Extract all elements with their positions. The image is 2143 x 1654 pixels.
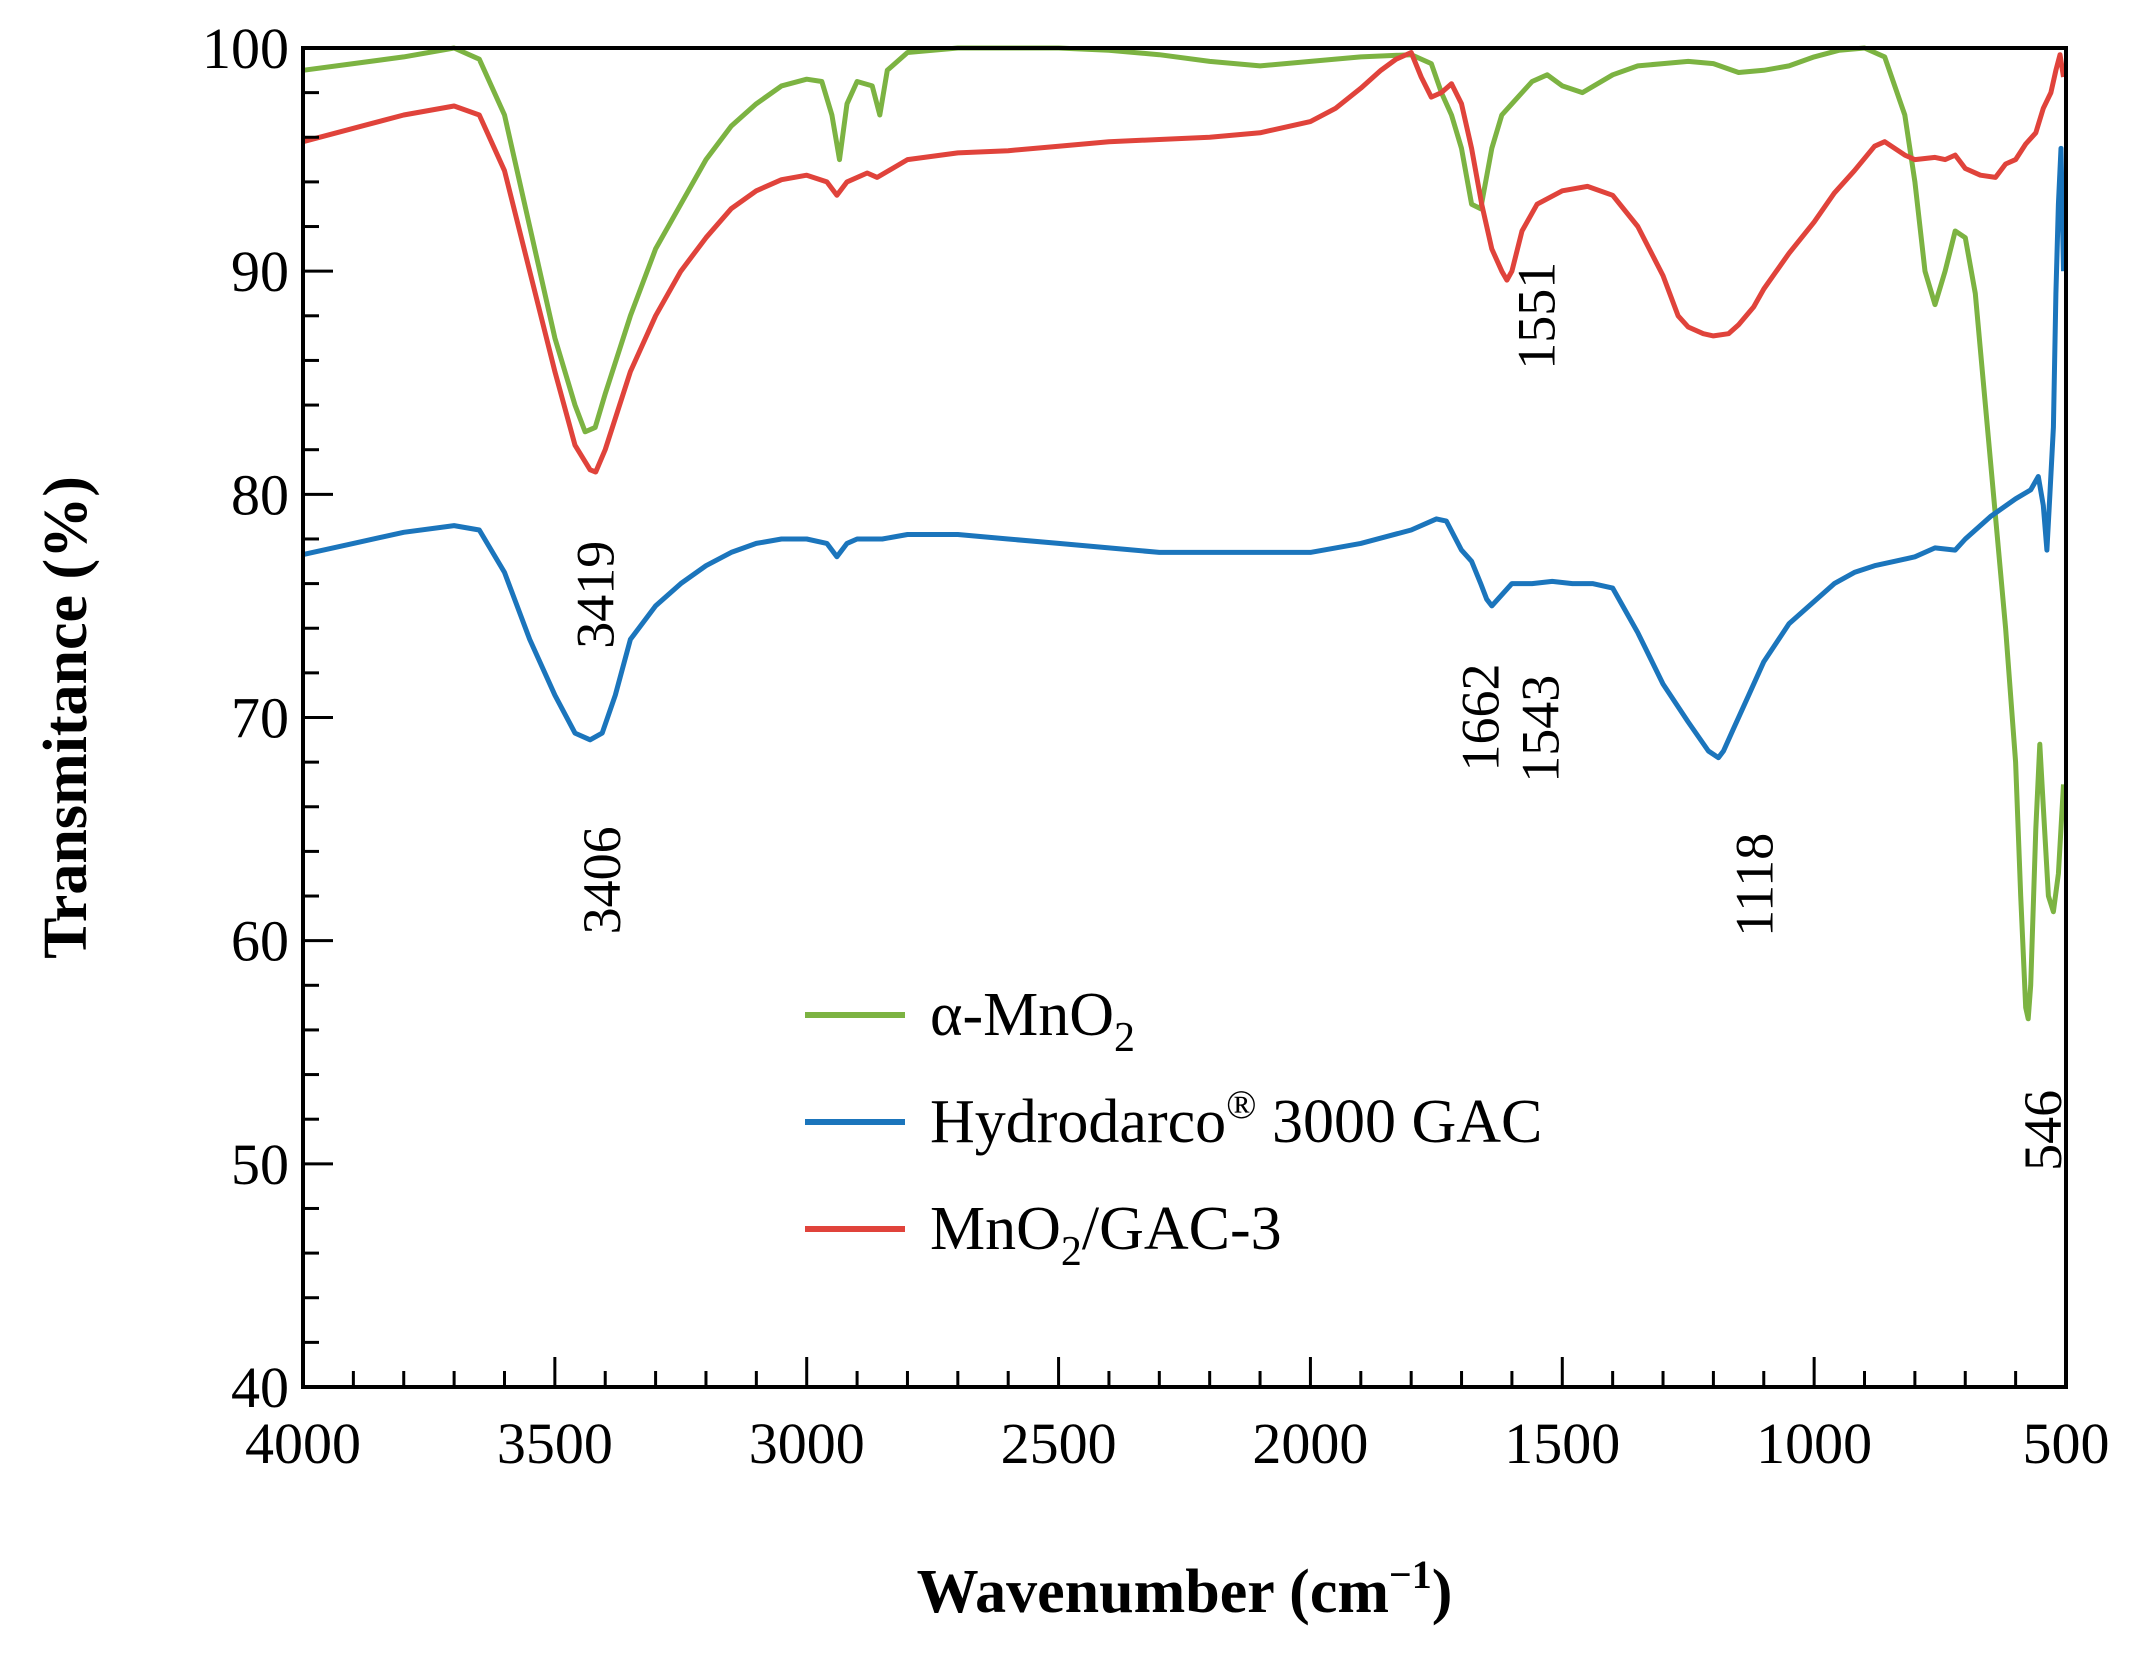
x-tick-label: 3500 bbox=[497, 1411, 613, 1476]
legend-label-1: Hydrodarco® 3000 GAC bbox=[930, 1082, 1542, 1156]
y-tick-label: 50 bbox=[231, 1132, 289, 1197]
peak-label-3419: 3419 bbox=[566, 541, 626, 649]
peak-label-1543: 1543 bbox=[1511, 675, 1571, 783]
x-tick-label: 2500 bbox=[1001, 1411, 1117, 1476]
series-line-0 bbox=[302, 45, 2066, 1022]
y-tick-label: 40 bbox=[231, 1355, 289, 1420]
peak-label-546: 546 bbox=[2013, 1090, 2073, 1171]
peak-label-1118: 1118 bbox=[1725, 833, 1785, 937]
x-tick-label: 1500 bbox=[1504, 1411, 1620, 1476]
y-tick-label: 60 bbox=[231, 909, 289, 974]
peak-label-3406: 3406 bbox=[572, 826, 632, 934]
legend: α-MnO2 Hydrodarco® 3000 GAC MnO2/GAC-3 bbox=[805, 981, 1542, 1275]
peak-label-1662: 1662 bbox=[1451, 664, 1511, 772]
axis-ticks: 4000 3500 3000 2500 2000 1500 1000 500 40 50 60 70 8… bbox=[202, 16, 2110, 1476]
series-line-1 bbox=[302, 145, 2066, 761]
legend-label-0: α-MnO2 bbox=[930, 981, 1135, 1061]
y-tick-label: 80 bbox=[231, 462, 289, 527]
x-tick-label: 2000 bbox=[1252, 1411, 1368, 1476]
peak-annotations: 3419 3406 1551 1662 1543 1118 546 bbox=[566, 262, 2073, 1171]
x-tick-label: 500 bbox=[2023, 1411, 2110, 1476]
x-tick-label: 1000 bbox=[1756, 1411, 1872, 1476]
x-tick-label: 3000 bbox=[749, 1411, 865, 1476]
y-tick-label: 70 bbox=[231, 686, 289, 751]
peak-label-1551: 1551 bbox=[1507, 262, 1567, 370]
legend-label-2: MnO2/GAC-3 bbox=[930, 1195, 1282, 1275]
series-line-2 bbox=[302, 50, 2066, 475]
x-tick-label: 4000 bbox=[245, 1411, 361, 1476]
y-tick-label: 100 bbox=[202, 16, 289, 81]
y-tick-label: 90 bbox=[231, 239, 289, 304]
y-axis-title: Transmitance (%) bbox=[32, 476, 100, 959]
x-axis-title: Wavenumber (cm−1) bbox=[917, 1552, 1453, 1626]
series-layer bbox=[302, 45, 2066, 1022]
